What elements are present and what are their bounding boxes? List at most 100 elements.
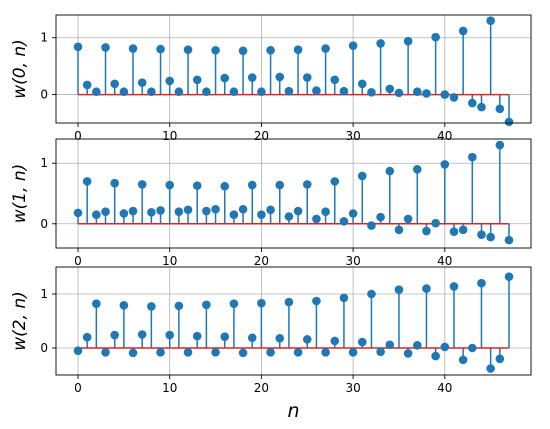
stem-marker	[504, 235, 514, 245]
stem-marker	[147, 87, 156, 97]
x-tick-label: 20	[254, 254, 269, 268]
stem-marker	[357, 79, 367, 89]
stem-marker	[284, 86, 294, 96]
stem-marker	[357, 171, 367, 181]
stem-marker	[440, 160, 450, 169]
stem-marker	[385, 84, 395, 94]
stem-marker	[312, 86, 321, 95]
axes-frame	[55, 138, 532, 249]
stem-marker	[73, 42, 83, 52]
stem-marker	[477, 278, 486, 288]
stem-marker	[202, 300, 211, 310]
stem-marker	[128, 348, 138, 358]
x-axis-label: n	[287, 400, 299, 422]
stem-marker	[357, 337, 367, 347]
stem-marker	[247, 333, 257, 343]
x-tick-label: 0	[74, 254, 82, 268]
stem-marker	[486, 232, 495, 242]
stem-marker	[192, 181, 202, 190]
y-tick-label: 1	[40, 156, 48, 170]
stem-marker	[220, 332, 230, 341]
stem-marker	[431, 32, 440, 42]
stem-marker	[192, 331, 202, 341]
x-tick-label: 0	[74, 381, 82, 395]
stem-marker	[257, 298, 266, 308]
stem-marker	[348, 348, 358, 357]
y-tick-label: 0	[40, 217, 48, 231]
x-tick-label: 20	[254, 129, 269, 143]
stem-marker	[128, 44, 138, 53]
stem-marker	[238, 348, 248, 358]
stem-marker	[238, 204, 248, 214]
stem-marker	[431, 218, 440, 228]
stem-marker	[110, 79, 119, 89]
stem-marker	[394, 88, 404, 98]
stem-marker	[174, 301, 184, 311]
x-tick-label: 40	[437, 129, 452, 143]
stem-marker	[137, 78, 147, 87]
stem-marker	[147, 302, 156, 311]
stem-marker	[367, 88, 376, 97]
axes-frame	[55, 14, 532, 124]
stem-marker	[321, 44, 330, 53]
stem-marker	[119, 209, 129, 218]
stem-marker	[293, 206, 303, 216]
stem-marker	[101, 43, 110, 52]
stem-marker	[165, 180, 175, 190]
stem-marker	[73, 346, 83, 356]
stem-marker	[458, 26, 468, 36]
stem-marker	[403, 36, 413, 46]
stem-marker	[137, 180, 147, 189]
stem-marker	[92, 87, 101, 97]
stem-marker	[385, 340, 395, 350]
x-tick-label: 10	[162, 254, 177, 268]
x-tick-label: 10	[162, 381, 177, 395]
stem-marker	[266, 205, 275, 215]
y-axis-label: w(1, n)	[10, 164, 30, 224]
stem-marker	[174, 207, 184, 216]
stem-marker	[183, 205, 193, 215]
stem-marker	[394, 285, 404, 294]
stem-marker	[403, 349, 413, 358]
stem-marker	[422, 89, 431, 98]
stem-marker	[403, 214, 413, 224]
stem-marker	[247, 73, 257, 82]
stem-marker	[275, 333, 285, 343]
stem-marker	[284, 212, 294, 221]
stem-marker	[449, 93, 459, 102]
stem-marker	[302, 180, 312, 189]
stem-marker	[128, 206, 138, 216]
stem-marker	[458, 355, 468, 365]
axes-frame	[55, 266, 532, 376]
stem-marker	[504, 117, 514, 127]
x-tick-label: 30	[345, 381, 360, 395]
stem-marker	[257, 87, 266, 97]
stem-marker	[412, 87, 422, 97]
x-tick-label: 40	[437, 381, 452, 395]
stem-marker	[92, 299, 101, 309]
stem-marker	[468, 98, 477, 108]
stem-marker	[101, 207, 110, 216]
subplot-1: 0 10 20 30 40 0 1 w(1, n)	[10, 138, 532, 268]
stem-marker	[440, 90, 450, 99]
stem-marker	[394, 225, 404, 235]
stem-marker	[238, 46, 248, 56]
stem-marker	[385, 166, 395, 176]
y-tick-label: 0	[40, 88, 48, 102]
stem-marker	[119, 87, 129, 97]
stem-marker	[247, 180, 257, 190]
stem-marker	[422, 284, 431, 293]
stem-marker	[275, 180, 285, 190]
y-axis-label: w(0, n)	[10, 39, 30, 99]
stem-marker	[504, 272, 514, 282]
stem-marker	[422, 226, 431, 236]
stem-marker	[431, 351, 440, 361]
stem-marker	[110, 330, 119, 340]
stem-marker	[82, 80, 92, 90]
stem-marker	[92, 210, 101, 219]
stem-marker	[229, 299, 239, 309]
stem-marker	[321, 207, 330, 216]
x-tick-label: 40	[437, 254, 452, 268]
stem-marker	[220, 181, 230, 191]
subplot-0: 0 10 20 30 40 0 1 w(0, n)	[10, 14, 532, 143]
